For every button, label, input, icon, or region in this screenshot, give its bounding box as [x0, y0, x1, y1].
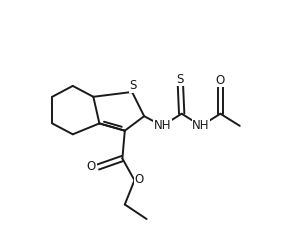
Text: O: O [87, 160, 96, 174]
Text: O: O [215, 74, 224, 87]
Text: S: S [176, 73, 184, 86]
Text: O: O [135, 173, 144, 186]
Text: S: S [130, 79, 137, 92]
Text: NH: NH [153, 119, 171, 132]
Text: NH: NH [192, 119, 210, 132]
